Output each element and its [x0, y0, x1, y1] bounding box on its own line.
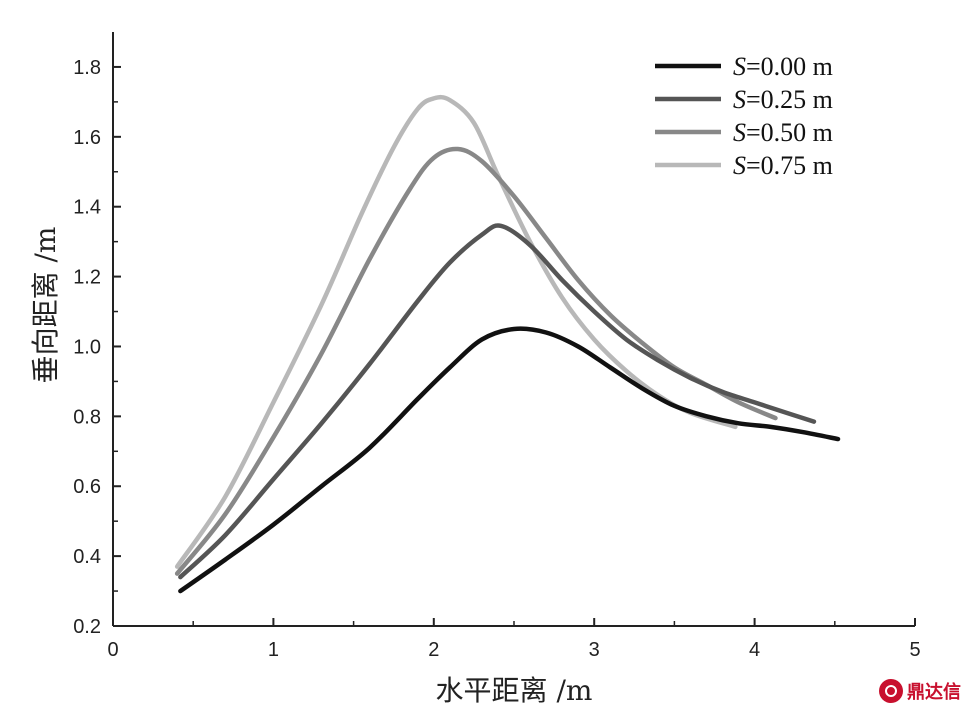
- x-tick-label: 0: [107, 639, 118, 661]
- y-tick-label: 1.4: [73, 197, 101, 219]
- series-group: [174, 94, 841, 594]
- y-tick-label: 1.2: [73, 267, 101, 289]
- brand-logo-icon: [879, 679, 903, 703]
- y-tick-label: 0.4: [73, 546, 101, 568]
- axes: 0.2 0.4 0.6 0.8 1.0 1.2 1.4 1.6 1.8 0 1 2 3 4 5: [73, 32, 921, 661]
- watermark-text: 鼎达信: [907, 682, 961, 703]
- y-tick-label: 1.8: [73, 57, 101, 79]
- x-tick-label: 3: [589, 639, 600, 661]
- legend-label-3: S=0.75 m: [733, 151, 833, 180]
- series-line-2: [174, 146, 778, 576]
- y-tick-label: 0.2: [73, 616, 101, 638]
- y-tick-label: 0.6: [73, 476, 101, 498]
- y-tick-label: 1.0: [73, 336, 101, 358]
- watermark: 鼎达信: [879, 678, 961, 704]
- legend-label-2: S=0.50 m: [733, 118, 833, 147]
- y-tick-label: 1.6: [73, 127, 101, 149]
- legend-label-0: S=0.00 m: [733, 52, 833, 81]
- series-line-3: [174, 94, 738, 569]
- x-tick-label: 2: [428, 639, 439, 661]
- y-axis-title: 垂向距离 /m: [29, 227, 62, 384]
- y-tick-label: 0.8: [73, 406, 101, 428]
- series-line-0: [178, 326, 841, 594]
- legend: S=0.00 m S=0.25 m S=0.50 m S=0.75 m: [655, 52, 833, 180]
- legend-label-1: S=0.25 m: [733, 85, 833, 114]
- x-tick-label: 4: [749, 639, 760, 661]
- x-tick-label: 1: [268, 639, 279, 661]
- x-tick-label: 5: [909, 639, 920, 661]
- x-axis-title: 水平距离 /m: [436, 674, 593, 707]
- series-line-1: [178, 223, 817, 580]
